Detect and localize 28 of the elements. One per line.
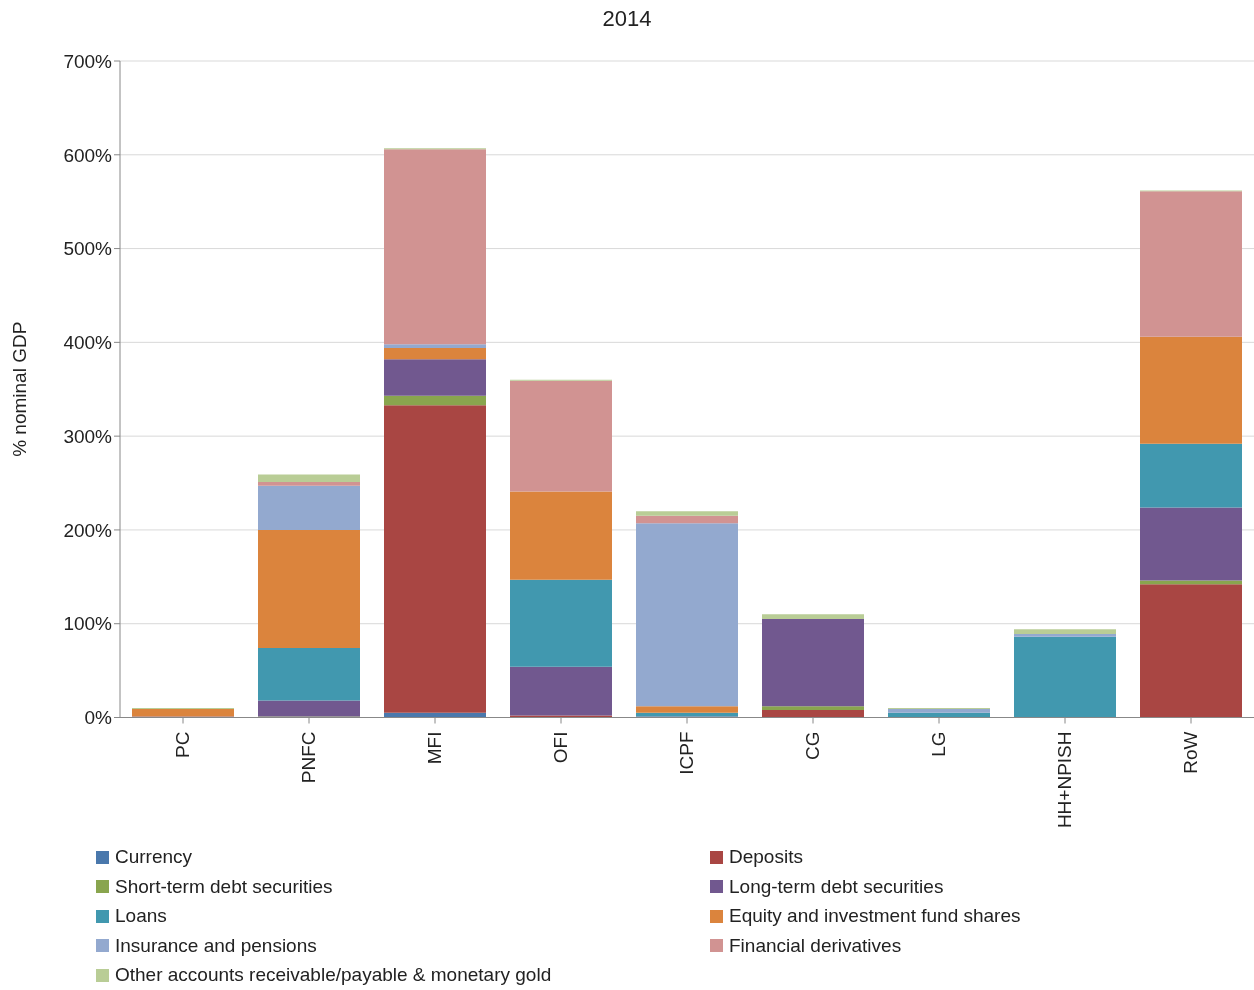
y-tick-label: 100%: [63, 613, 113, 635]
x-tick-label: LG: [928, 731, 950, 757]
y-tick-label: 400%: [63, 332, 113, 354]
x-tick-label: MFI: [424, 731, 446, 765]
x-tick-label: HH+NPISH: [1054, 731, 1076, 829]
x-tick-label: PNFC: [298, 731, 320, 784]
y-tick-label: 700%: [63, 50, 113, 72]
y-tick-label: 500%: [63, 238, 113, 260]
legend-label: Deposits: [729, 846, 803, 869]
legend-label: Insurance and pensions: [115, 934, 317, 957]
legend-label: Financial derivatives: [729, 934, 902, 957]
x-tick-label: RoW: [1180, 731, 1202, 774]
y-tick-label: 0%: [84, 707, 113, 729]
legend-label: Other accounts receivable/payable & monetary gold: [115, 964, 552, 987]
y-axis-title: % nominal GDP: [8, 321, 30, 457]
legend-label: Long-term debt securities: [729, 875, 944, 898]
y-tick-label: 300%: [63, 425, 113, 447]
y-tick-label: 200%: [63, 519, 113, 541]
legend-label: Equity and investment fund shares: [729, 905, 1021, 928]
legend-label: Loans: [115, 905, 167, 928]
chart-title: 2014: [601, 6, 653, 32]
x-tick-label: ICPF: [676, 731, 698, 775]
x-tick-label: OFI: [550, 731, 572, 764]
y-tick-label: 600%: [63, 144, 113, 166]
legend-label: Currency: [115, 846, 193, 869]
legend-label: Short-term debt securities: [115, 875, 333, 898]
x-tick-label: PC: [172, 731, 194, 758]
x-tick-label: CG: [802, 731, 824, 760]
